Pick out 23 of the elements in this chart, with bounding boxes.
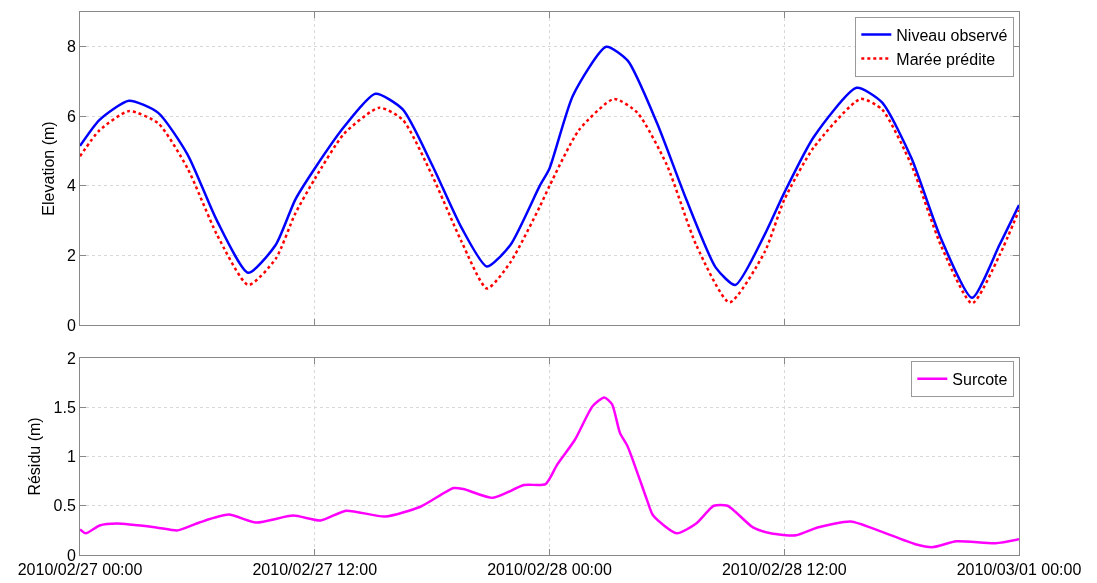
y-axis-title: Résidu (m) — [26, 417, 44, 496]
y-tick-label: 4 — [66, 177, 76, 195]
line-series — [80, 97, 1019, 305]
y-tick-label: 6 — [66, 107, 76, 125]
x-tick-label: 2010/02/27 00:00 — [17, 561, 143, 579]
y-axis-title: Elevation (m) — [39, 121, 57, 216]
x-tick-label: 2010/03/01 00:00 — [956, 561, 1082, 579]
y-tick-label: 0 — [66, 316, 76, 334]
y-tick-label: 8 — [66, 38, 76, 56]
y-tick-label: 2 — [66, 349, 76, 367]
legend-label: Surcote — [952, 371, 1008, 389]
y-tick-label: 0 — [66, 546, 76, 564]
legend-label: Niveau observé — [896, 26, 1008, 44]
line-series — [80, 396, 1019, 549]
x-tick-label: 2010/02/27 12:00 — [252, 561, 378, 579]
legend-label: Marée prédite — [896, 50, 996, 68]
y-tick-label: 0.5 — [53, 497, 76, 515]
y-tick-label: 2 — [66, 247, 76, 265]
y-tick-label: 1.5 — [53, 398, 76, 416]
line-series — [80, 45, 1019, 300]
x-tick-label: 2010/02/28 12:00 — [721, 561, 847, 579]
y-tick-label: 1 — [66, 448, 76, 466]
x-tick-label: 2010/02/28 00:00 — [487, 561, 612, 579]
